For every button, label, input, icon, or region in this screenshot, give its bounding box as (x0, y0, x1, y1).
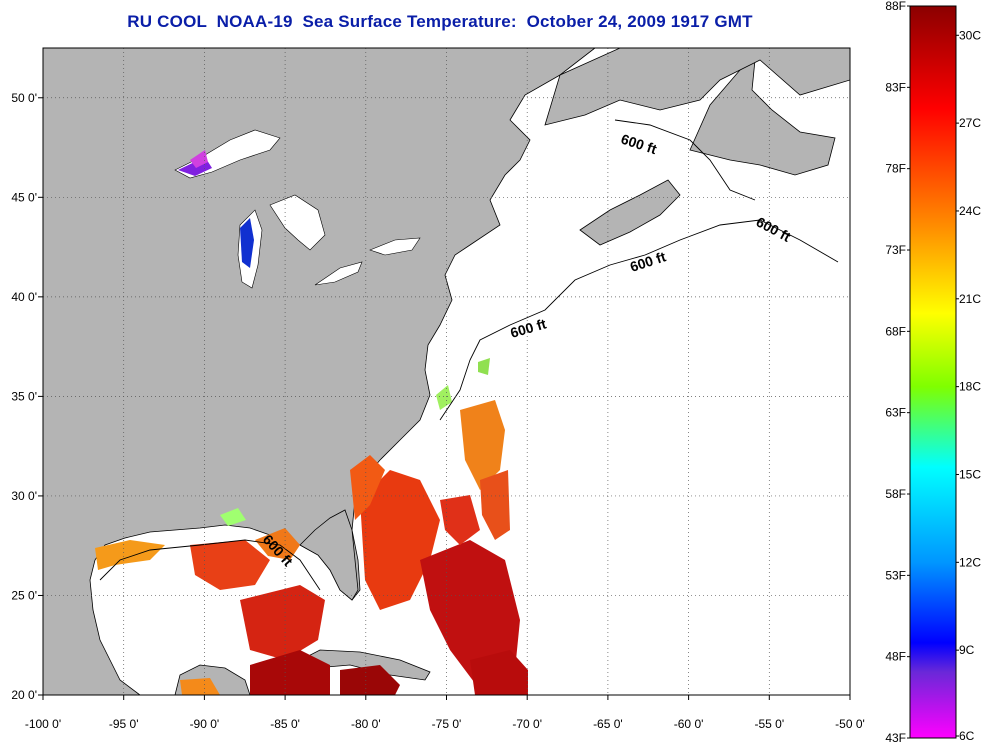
colorbar-celsius-labels: 30C 27C 24C 21C 18C 15C 12C 9C 6C (956, 28, 981, 743)
longitude-axis: -100 0' -95 0' -90 0' -85 0' -80 0' -75 0' -70… (25, 695, 865, 731)
land-cuba (284, 649, 431, 681)
land-nova-scotia (579, 179, 681, 246)
colorbar-c-label: 21C (959, 292, 981, 306)
lake-huron (269, 194, 326, 251)
lat-tick-label: 50 0' (11, 91, 37, 105)
colorbar-c-label: 15C (959, 467, 981, 481)
colorbar-c-label: 18C (959, 380, 981, 394)
colorbar-c-label: 27C (959, 116, 981, 130)
lon-tick-label: -95 0' (109, 717, 139, 731)
colorbar-c-label: 24C (959, 204, 981, 218)
colorbar-c-label: 12C (959, 555, 981, 569)
lat-tick-label: 35 0' (11, 389, 37, 403)
lat-tick-label: 30 0' (11, 489, 37, 503)
colorbar-f-label: 63F (885, 406, 906, 420)
colorbar-f-label: 78F (885, 162, 906, 176)
colorbar-f-label: 73F (885, 243, 906, 257)
lon-tick-label: -70 0' (512, 717, 542, 731)
lat-lon-grid (43, 48, 850, 695)
lon-tick-label: -100 0' (25, 717, 61, 731)
colorbar (909, 5, 957, 739)
map-title: RU COOL NOAA-19 Sea Surface Temperature:… (127, 12, 753, 31)
colorbar-f-label: 88F (885, 0, 906, 13)
colorbar-c-label: 30C (959, 28, 981, 42)
lat-tick-label: 45 0' (11, 190, 37, 204)
lon-tick-label: -75 0' (432, 717, 462, 731)
lat-tick-label: 40 0' (11, 290, 37, 304)
colorbar-fahrenheit-labels: 88F 83F 78F 73F 68F 63F 58F 53F 48F 43F (885, 0, 910, 745)
lon-tick-label: -60 0' (674, 717, 704, 731)
land-north-america (42, 47, 597, 696)
colorbar-f-label: 48F (885, 650, 906, 664)
colorbar-f-label: 58F (885, 487, 906, 501)
lon-tick-label: -55 0' (754, 717, 784, 731)
colorbar-f-label: 43F (885, 731, 906, 745)
contour-600ft (439, 219, 839, 421)
colorbar-f-label: 83F (885, 80, 906, 94)
sst-patches (95, 150, 528, 695)
lon-tick-label: -80 0' (351, 717, 381, 731)
lake-ontario (369, 237, 421, 256)
lon-tick-label: -50 0' (835, 717, 865, 731)
land-florida (299, 509, 359, 601)
lon-tick-label: -90 0' (190, 717, 220, 731)
lon-tick-label: -65 0' (593, 717, 623, 731)
contour-600ft-north (614, 119, 756, 201)
colorbar-c-label: 9C (959, 643, 975, 657)
colorbar-f-label: 53F (885, 568, 906, 582)
lat-tick-label: 20 0' (11, 688, 37, 702)
colorbar-f-label: 68F (885, 324, 906, 338)
lat-tick-label: 25 0' (11, 588, 37, 602)
contour-600ft-gulf (99, 539, 321, 591)
colorbar-c-label: 6C (959, 729, 975, 743)
latitude-axis: 50 0' 45 0' 40 0' 35 0' 30 0' 25 0' 20 0' (11, 91, 43, 702)
lake-erie (314, 261, 363, 286)
lon-tick-label: -85 0' (270, 717, 300, 731)
